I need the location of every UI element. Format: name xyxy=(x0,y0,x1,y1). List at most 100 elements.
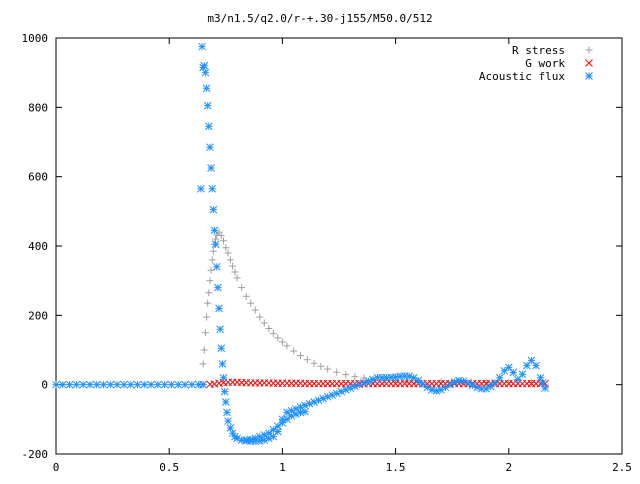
data-point xyxy=(147,380,155,389)
data-point xyxy=(212,262,221,271)
data-point xyxy=(283,342,291,350)
y-tick-label: 1000 xyxy=(22,32,49,45)
data-point xyxy=(201,329,209,337)
data-point xyxy=(219,373,228,382)
data-point xyxy=(274,334,282,342)
data-point xyxy=(341,386,350,394)
data-point xyxy=(301,401,309,410)
data-point xyxy=(532,361,540,370)
data-point xyxy=(290,347,298,355)
data-point xyxy=(215,304,223,313)
data-point xyxy=(220,237,228,245)
legend-marker-icon xyxy=(585,59,593,67)
data-point xyxy=(264,429,273,438)
data-point xyxy=(332,389,341,398)
data-point xyxy=(242,292,250,300)
data-point xyxy=(201,68,210,77)
y-tick-label: -200 xyxy=(22,448,49,461)
data-point xyxy=(238,284,246,292)
data-point xyxy=(229,262,237,270)
data-point xyxy=(231,268,239,276)
data-point xyxy=(209,205,218,214)
data-point xyxy=(200,61,209,70)
data-point xyxy=(265,325,273,333)
data-point xyxy=(256,313,264,321)
data-point xyxy=(323,392,332,401)
data-point xyxy=(197,184,205,193)
data-point xyxy=(346,384,355,392)
data-point xyxy=(206,277,214,285)
data-point xyxy=(154,380,162,389)
data-point xyxy=(495,373,504,382)
data-point xyxy=(328,391,337,399)
data-point xyxy=(113,380,121,389)
data-point xyxy=(278,338,286,346)
data-point xyxy=(221,398,230,406)
data-point xyxy=(473,383,481,392)
data-point xyxy=(278,418,287,427)
data-point xyxy=(305,399,314,408)
data-point xyxy=(432,387,441,395)
data-point xyxy=(233,274,241,282)
data-point xyxy=(342,371,350,379)
data-point xyxy=(65,380,74,389)
data-point xyxy=(500,366,509,375)
data-point xyxy=(200,346,208,354)
data-point xyxy=(509,368,518,377)
data-point xyxy=(324,365,332,373)
data-point xyxy=(198,42,206,51)
data-point xyxy=(351,373,359,381)
data-point xyxy=(211,240,220,249)
x-tick-label: 1 xyxy=(279,461,286,474)
data-point xyxy=(86,380,94,389)
data-point xyxy=(269,329,277,337)
data-point xyxy=(208,184,217,193)
y-tick-label: 0 xyxy=(41,379,48,392)
data-point xyxy=(314,396,323,405)
data-point xyxy=(505,379,513,387)
x-tick-label: 0.5 xyxy=(159,461,179,474)
series-r-stress xyxy=(199,228,547,387)
series-acoustic-flux xyxy=(52,42,549,446)
x-tick-label: 1.5 xyxy=(386,461,406,474)
data-point xyxy=(218,360,227,368)
data-point xyxy=(310,359,318,367)
data-point xyxy=(187,380,196,389)
data-point xyxy=(220,387,229,396)
data-point xyxy=(418,380,427,388)
legend-marker-icon xyxy=(585,72,593,80)
data-point xyxy=(427,386,436,394)
data-point xyxy=(251,306,259,314)
data-point xyxy=(224,249,232,257)
data-point xyxy=(303,356,311,364)
data-point xyxy=(133,380,142,389)
data-point xyxy=(283,408,291,417)
legend-marker-icon xyxy=(585,46,593,54)
y-tick-label: 600 xyxy=(28,171,48,184)
data-point xyxy=(355,380,364,389)
data-point xyxy=(247,299,255,307)
data-point xyxy=(224,417,232,425)
data-point xyxy=(72,380,81,389)
data-point xyxy=(283,415,291,424)
axis-tick-labels: 0 0.5 1 1.5 2 2.5 -200 0 200 400 600 800 1000 xyxy=(22,32,632,474)
data-point xyxy=(202,84,211,93)
data-point xyxy=(217,344,226,353)
data-point xyxy=(207,164,215,172)
y-tick-label: 400 xyxy=(28,240,48,253)
data-point xyxy=(106,380,115,389)
data-point xyxy=(223,408,231,417)
data-point xyxy=(199,360,207,368)
data-point xyxy=(222,244,230,252)
data-point xyxy=(269,425,278,434)
data-point xyxy=(79,380,88,389)
data-point xyxy=(216,325,224,334)
series-layer xyxy=(52,42,549,446)
data-point xyxy=(541,384,549,392)
data-point xyxy=(274,422,282,431)
data-point xyxy=(99,380,108,389)
chart-title: m3/n1.5/q2.0/r-+.30-j155/M50.0/512 xyxy=(207,12,432,25)
